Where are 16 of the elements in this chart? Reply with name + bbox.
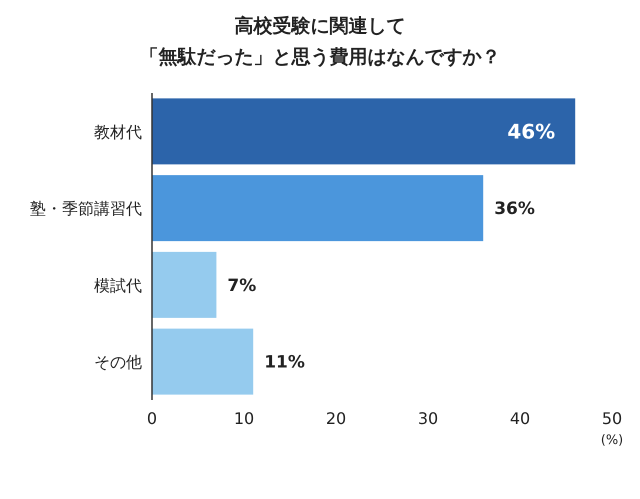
data-label: 46% [507,119,556,144]
x-tick-label: 20 [326,409,346,428]
x-tick-label: 30 [418,409,438,428]
y-tick-label: その他 [94,352,142,372]
data-label: 7% [227,276,256,296]
y-tick-label: 塾・季節講習代 [30,199,142,218]
x-tick-label: 40 [510,409,530,428]
x-tick-label: 0 [146,409,158,428]
x-tick-label: 50 [602,409,622,428]
data-label: 36% [494,199,535,220]
y-tick-label: 教材代 [94,122,142,142]
chart-title: 高校受験に関連して「無駄だった」と思う費用はなんですか？ [140,15,500,68]
data-label: 11% [264,352,305,373]
x-axis-title: (%) [600,433,624,448]
x-tick-label: 10 [234,409,254,428]
y-tick-label: 模試代 [94,276,142,295]
